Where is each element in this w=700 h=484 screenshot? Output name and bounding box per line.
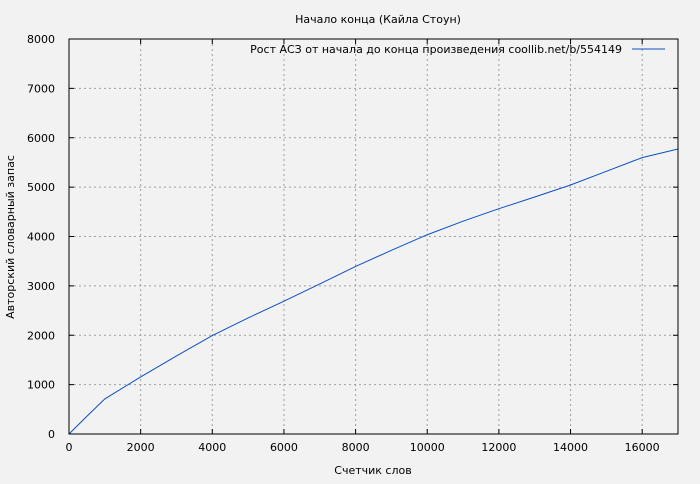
x-tick-label: 14000 <box>553 441 588 454</box>
x-axis-label: Счетчик слов <box>334 464 411 477</box>
grid <box>69 39 678 434</box>
x-tick-label: 2000 <box>127 441 155 454</box>
y-tick-label: 8000 <box>27 33 55 46</box>
x-tick-label: 4000 <box>198 441 226 454</box>
ticks: 0 2000 4000 6000 8000 10000 12000 14000 16000 0 10… <box>27 33 678 454</box>
legend-label: Рост АСЗ от начала до конца произведения… <box>250 43 622 56</box>
y-tick-label: 3000 <box>27 280 55 293</box>
x-tick-label: 0 <box>66 441 73 454</box>
y-tick-label: 4000 <box>27 231 55 244</box>
y-tick-label: 6000 <box>27 132 55 145</box>
y-tick-label: 7000 <box>27 82 55 95</box>
y-tick-label: 5000 <box>27 181 55 194</box>
y-tick-label: 2000 <box>27 329 55 342</box>
x-tick-label: 10000 <box>410 441 445 454</box>
y-tick-label: 0 <box>48 428 55 441</box>
x-tick-label: 12000 <box>481 441 516 454</box>
chart-title: Начало конца (Кайла Стоун) <box>295 13 461 26</box>
x-tick-label: 6000 <box>270 441 298 454</box>
series <box>69 149 678 434</box>
y-axis-label: Авторский словарный запас <box>4 155 17 319</box>
y-tick-label: 1000 <box>27 379 55 392</box>
series-line <box>69 149 678 434</box>
x-tick-label: 8000 <box>342 441 370 454</box>
x-tick-label: 16000 <box>625 441 660 454</box>
